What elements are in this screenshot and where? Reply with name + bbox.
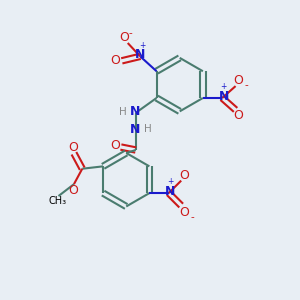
Text: N: N bbox=[218, 90, 229, 103]
Text: O: O bbox=[119, 31, 129, 44]
Text: CH₃: CH₃ bbox=[48, 196, 66, 206]
Text: N: N bbox=[130, 105, 140, 118]
Text: +: + bbox=[220, 82, 227, 91]
Text: O: O bbox=[110, 54, 120, 67]
Text: N: N bbox=[134, 48, 145, 61]
Text: +: + bbox=[167, 177, 173, 186]
Text: -: - bbox=[129, 28, 133, 38]
Text: O: O bbox=[234, 74, 244, 87]
Text: O: O bbox=[68, 184, 78, 196]
Text: O: O bbox=[179, 169, 189, 182]
Text: N: N bbox=[165, 185, 175, 198]
Text: O: O bbox=[110, 139, 120, 152]
Text: O: O bbox=[68, 141, 78, 154]
Text: H: H bbox=[118, 107, 126, 117]
Text: N: N bbox=[130, 123, 140, 136]
Text: -: - bbox=[244, 80, 248, 91]
Text: +: + bbox=[139, 40, 145, 50]
Text: H: H bbox=[144, 124, 152, 134]
Text: -: - bbox=[190, 212, 194, 222]
Text: O: O bbox=[179, 206, 189, 219]
Text: O: O bbox=[234, 109, 244, 122]
